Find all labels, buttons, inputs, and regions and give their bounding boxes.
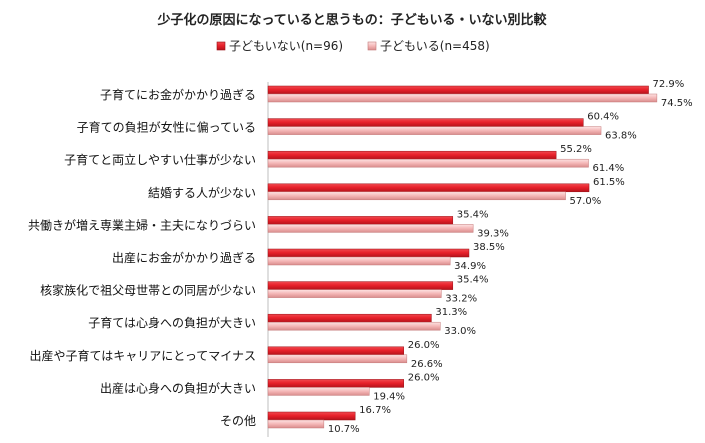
bar-no-children bbox=[267, 313, 432, 323]
legend-label-with-children: 子どもいる(n=458) bbox=[380, 39, 490, 53]
legend-swatch-with-children bbox=[367, 41, 377, 51]
bar-no-children bbox=[267, 85, 649, 95]
category-labels: 子育てにお金がかかり過ぎる子育ての負担が女性に偏っている子育てと両立しやすい仕事… bbox=[28, 87, 256, 428]
value-label-with-children: 39.3% bbox=[477, 228, 509, 239]
value-label-no-children: 38.5% bbox=[473, 242, 505, 253]
category-label: 出産にお金がかかり過ぎる bbox=[112, 250, 256, 265]
category-label: 出産や子育てはキャリアにとってマイナス bbox=[29, 348, 256, 363]
bar-with-children bbox=[267, 354, 408, 364]
category-label: 出産は心身への負担が大きい bbox=[100, 380, 256, 395]
value-label-no-children: 16.7% bbox=[359, 405, 391, 416]
bar-with-children bbox=[267, 289, 442, 298]
bar-with-children bbox=[267, 224, 474, 233]
value-label-no-children: 61.5% bbox=[593, 177, 625, 188]
value-label-no-children: 60.4% bbox=[587, 112, 619, 123]
value-label-with-children: 33.2% bbox=[445, 294, 477, 305]
bar-no-children bbox=[267, 281, 454, 290]
value-label-with-children: 10.7% bbox=[328, 424, 360, 435]
value-label-no-children: 31.3% bbox=[435, 307, 467, 318]
value-label-with-children: 34.9% bbox=[454, 261, 486, 272]
legend-label-no-children: 子どもいない(n=96) bbox=[229, 39, 343, 53]
category-label: その他 bbox=[220, 414, 256, 428]
bar-with-children bbox=[267, 126, 602, 135]
category-label: 子育てにお金がかかり過ぎる bbox=[100, 87, 256, 102]
bar-with-children bbox=[267, 321, 441, 331]
value-label-no-children: 35.4% bbox=[457, 209, 489, 220]
bars bbox=[267, 85, 658, 429]
value-label-with-children: 74.5% bbox=[661, 98, 693, 109]
value-label-with-children: 33.0% bbox=[444, 326, 476, 337]
bar-no-children bbox=[267, 183, 590, 193]
category-label: 結婚する人が少ない bbox=[148, 185, 256, 200]
bar-no-children bbox=[267, 118, 584, 127]
value-labels: 72.9% 74.5% 60.4% 63.8% 55.2%61.4% 61.5% 57.0%… bbox=[328, 79, 693, 435]
bar-with-children bbox=[267, 419, 325, 429]
value-label-with-children: 19.4% bbox=[373, 391, 405, 402]
chart-title: 少子化の原因になっていると思うもの：子どもいる・いない別比較 bbox=[156, 12, 547, 28]
value-label-no-children: 26.0% bbox=[408, 372, 440, 383]
value-label-no-children: 26.0% bbox=[408, 340, 440, 351]
value-label-no-children: 55.2% bbox=[560, 144, 592, 155]
category-label: 子育てと両立しやすい仕事が少ない bbox=[64, 152, 256, 167]
bar-no-children bbox=[267, 248, 470, 258]
value-label-with-children: 57.0% bbox=[570, 196, 602, 207]
bar-no-children bbox=[267, 346, 404, 356]
value-label-with-children: 26.6% bbox=[411, 359, 443, 370]
value-label-with-children: 63.8% bbox=[605, 131, 637, 142]
bar-with-children bbox=[267, 256, 451, 266]
bar-no-children bbox=[267, 216, 454, 225]
bar-with-children bbox=[267, 158, 589, 168]
bar-no-children bbox=[267, 411, 356, 421]
bar-no-children bbox=[267, 150, 557, 160]
value-label-with-children: 61.4% bbox=[593, 163, 625, 174]
category-label: 子育ての負担が女性に偏っている bbox=[77, 120, 256, 135]
legend: 子どもいない(n=96) 子どもいる(n=458) bbox=[216, 39, 490, 53]
category-label: 共働きが増え専業主婦・主夫になりづらい bbox=[28, 217, 256, 232]
bar-with-children bbox=[267, 191, 566, 201]
value-label-no-children: 72.9% bbox=[653, 79, 685, 90]
value-label-no-children: 35.4% bbox=[457, 275, 489, 286]
legend-swatch-no-children bbox=[216, 41, 226, 51]
bar-with-children bbox=[267, 93, 658, 103]
category-label: 子育ては心身への負担が大きい bbox=[88, 315, 256, 330]
bar-with-children bbox=[267, 387, 370, 396]
bar-no-children bbox=[267, 379, 404, 388]
category-label: 核家族化で祖父母世帯との同居が少ない bbox=[40, 283, 256, 298]
